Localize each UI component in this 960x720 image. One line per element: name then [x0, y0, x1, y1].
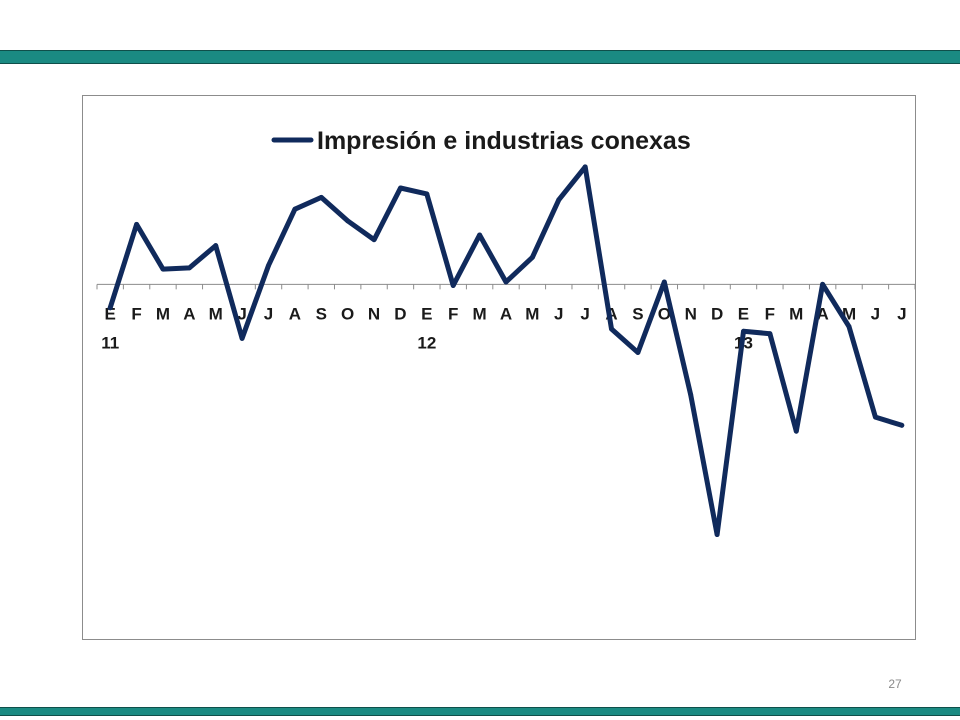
x-tick-label: E — [105, 304, 116, 323]
data-point — [529, 254, 535, 260]
data-point — [820, 281, 826, 287]
chart-area: E F M A M J J A S O N D E F M A M J J A S O N D E F M A M J J 11 12 13 Imp… — [82, 95, 916, 640]
x-tick-label: J — [871, 304, 880, 323]
x-tick-label: D — [711, 304, 723, 323]
data-point — [556, 197, 562, 203]
data-point — [873, 414, 878, 420]
page-number: 27 — [888, 677, 902, 691]
data-point — [292, 206, 298, 212]
bottom-decorative-band — [0, 707, 960, 716]
x-tick-label: N — [368, 304, 380, 323]
data-point — [186, 265, 192, 271]
x-tick-label: J — [580, 304, 589, 323]
data-point — [793, 428, 799, 434]
x-tick-label: F — [765, 304, 775, 323]
data-point — [450, 283, 456, 288]
x-tick-label: O — [341, 304, 354, 323]
data-point — [134, 222, 139, 227]
data-point — [398, 185, 403, 191]
data-point — [661, 279, 667, 285]
data-point — [345, 218, 351, 224]
x-tick-label: M — [473, 304, 487, 323]
data-point — [213, 243, 219, 248]
x-tick-label: S — [632, 304, 643, 323]
legend-label: Impresión e industrias conexas — [317, 127, 691, 155]
x-tick-label: A — [289, 304, 301, 323]
x-tick-label: J — [897, 304, 906, 323]
x-tick-label: E — [421, 304, 432, 323]
x-tick-label: F — [448, 304, 458, 323]
data-point — [107, 305, 113, 311]
x-year-label: 12 — [417, 333, 436, 352]
x-tick-label: M — [156, 304, 170, 323]
data-point — [477, 232, 483, 238]
x-tick-label: J — [554, 304, 563, 323]
data-point — [635, 350, 641, 355]
data-point — [899, 422, 905, 428]
x-tick-label: M — [789, 304, 803, 323]
x-year-label: 11 — [101, 333, 119, 352]
data-point — [424, 191, 430, 197]
line-chart: E F M A M J J A S O N D E F M A M J J A S O N D E F M A M J J11 12 13Imp… — [96, 127, 916, 537]
x-tick-label: A — [500, 304, 512, 323]
data-point — [767, 331, 773, 337]
x-tick-label: F — [131, 304, 141, 323]
x-tick-label: O — [658, 304, 671, 323]
data-point — [160, 266, 166, 272]
data-point — [688, 392, 694, 398]
data-point — [609, 326, 614, 332]
series-line — [107, 164, 905, 537]
data-point — [318, 195, 324, 200]
x-tick-label: A — [183, 304, 195, 323]
x-tick-label: N — [685, 304, 697, 323]
data-point — [239, 335, 245, 341]
data-point — [741, 328, 746, 334]
x-tick-label: S — [316, 304, 327, 323]
x-tick-label: E — [738, 304, 749, 323]
x-tick-label: D — [394, 304, 406, 323]
x-tick-label: M — [209, 304, 223, 323]
data-point — [503, 279, 509, 285]
top-decorative-band — [0, 50, 960, 64]
data-point — [266, 263, 271, 268]
data-point — [582, 164, 588, 170]
data-point — [714, 532, 720, 537]
x-tick-label: M — [525, 304, 539, 323]
x-tick-label: J — [237, 304, 246, 323]
x-tick-label: J — [264, 304, 273, 323]
data-point — [846, 324, 852, 330]
data-point — [371, 237, 377, 243]
